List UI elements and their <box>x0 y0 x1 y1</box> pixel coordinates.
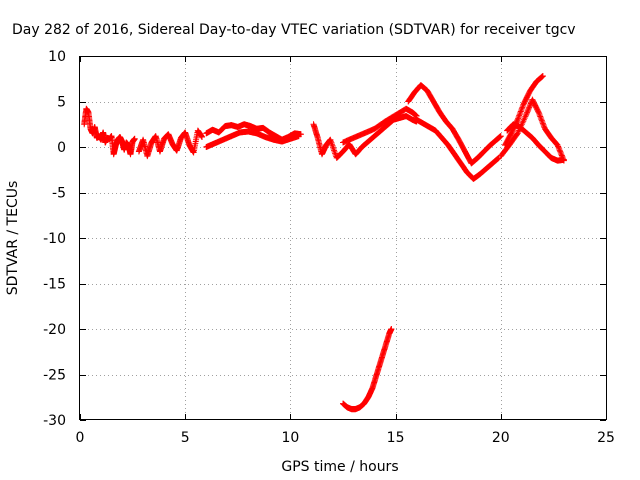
data-point <box>518 105 525 112</box>
data-point <box>555 144 562 151</box>
data-point <box>536 112 543 119</box>
x-axis-label: GPS time / hours <box>281 459 398 475</box>
series-seg11 <box>504 121 567 164</box>
series-seg6 <box>340 105 420 146</box>
data-point <box>497 133 504 140</box>
axis-ticks: 0 5 10 15 20 25 10 5 0 -5 -10 -15 -20 -25 -30 <box>43 49 615 446</box>
data-point <box>539 120 546 127</box>
y-tick-label: 5 <box>57 95 66 111</box>
data-point <box>525 105 532 112</box>
data-point <box>555 143 562 150</box>
data-point <box>131 135 138 142</box>
y-tick-label: -20 <box>43 322 66 338</box>
y-tick-label: -10 <box>43 231 66 247</box>
data-point <box>330 145 337 152</box>
series-seg5 <box>310 113 420 161</box>
data-point <box>513 131 520 138</box>
data-point <box>539 118 546 125</box>
x-tick-label: 25 <box>597 430 615 446</box>
plot-frame <box>79 56 607 420</box>
series-seg12 <box>340 326 395 413</box>
series-seg1 <box>81 105 138 158</box>
data-point <box>554 142 561 149</box>
data-point <box>538 116 545 123</box>
data-point <box>514 116 521 123</box>
data-point <box>199 133 206 140</box>
y-tick-label: -25 <box>43 368 66 384</box>
x-tick-label: 5 <box>181 430 190 446</box>
data-point <box>519 103 526 110</box>
y-tick-label: -5 <box>52 186 66 202</box>
series-seg7 <box>405 82 504 167</box>
data-point <box>526 103 533 110</box>
data-point <box>535 109 542 116</box>
data-point <box>295 133 302 140</box>
x-tick-label: 20 <box>492 430 510 446</box>
data-point <box>388 326 395 332</box>
data-point <box>519 104 526 111</box>
data-point <box>537 113 544 120</box>
data-point <box>536 110 543 117</box>
y-axis-label: SDTVAR / TECUs <box>5 181 21 296</box>
data-point <box>524 108 531 115</box>
data-point <box>517 109 524 116</box>
data-point <box>539 73 546 80</box>
data-point <box>331 147 338 154</box>
series-seg8 <box>413 116 502 182</box>
data-point <box>556 147 563 154</box>
data-point <box>516 112 523 119</box>
data-point <box>538 117 545 124</box>
data-point <box>515 113 522 120</box>
data-point <box>525 106 532 113</box>
y-tick-label: 0 <box>57 140 66 156</box>
data-point <box>517 108 524 115</box>
data-point <box>540 123 547 130</box>
data-point <box>523 112 530 119</box>
data-point <box>526 104 533 111</box>
y-tick-label: -15 <box>43 277 66 293</box>
data-point <box>524 109 531 116</box>
series-seg2 <box>135 127 206 160</box>
data-point <box>557 149 564 156</box>
data-point <box>557 148 564 155</box>
series-seg4 <box>203 128 302 150</box>
data-points <box>81 73 567 413</box>
y-tick-label: 10 <box>48 49 66 65</box>
data-point <box>518 107 525 114</box>
data-point <box>515 115 522 122</box>
data-point <box>523 110 530 117</box>
data-point <box>558 151 565 158</box>
x-tick-label: 0 <box>76 430 85 446</box>
data-point <box>331 148 338 155</box>
y-tick-label: -30 <box>43 413 66 429</box>
data-point <box>540 121 547 128</box>
chart-title: Day 282 of 2016, Sidereal Day-to-day VTE… <box>12 22 576 38</box>
x-tick-label: 10 <box>281 430 299 446</box>
data-point <box>514 117 521 124</box>
data-point <box>516 111 523 118</box>
data-point <box>560 156 567 163</box>
x-tick-label: 15 <box>387 430 405 446</box>
data-point <box>556 146 563 153</box>
data-point <box>330 144 337 151</box>
data-point <box>537 114 544 121</box>
